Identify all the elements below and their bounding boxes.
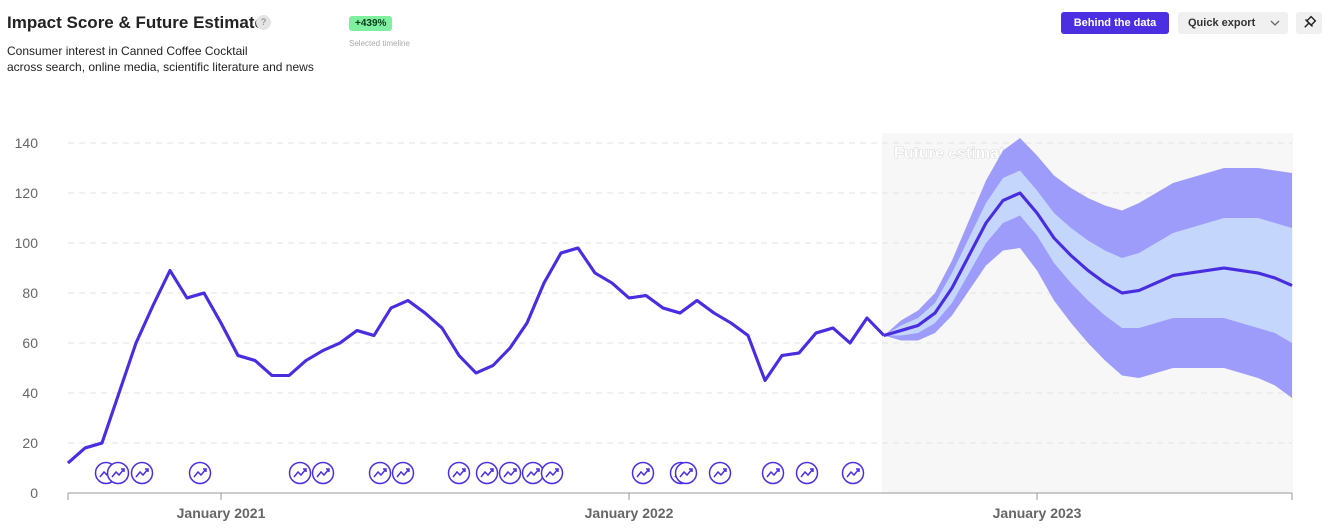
event-marker[interactable] [674,461,698,485]
event-marker[interactable] [130,461,154,485]
quick-export-button[interactable]: Quick export [1178,12,1288,34]
event-marker[interactable] [106,461,130,485]
event-marker[interactable] [311,461,335,485]
y-tick-label: 80 [22,285,38,301]
line [67,246,886,465]
event-marker[interactable] [475,461,499,485]
button-label: Quick export [1188,17,1256,29]
event-markers [94,461,865,485]
title: Impact Score & Future Estimate [7,13,264,32]
subtitle: Consumer interest in Canned Coffee Cockt… [7,44,248,58]
chevron [1270,20,1280,26]
event-marker[interactable] [288,461,312,485]
help-icon[interactable]: ? [256,15,271,30]
event-marker[interactable] [841,461,865,485]
event-marker[interactable] [391,461,415,485]
y-tick-label: 100 [15,235,39,251]
event-marker[interactable] [708,461,732,485]
event-marker[interactable] [631,461,655,485]
event-marker[interactable] [795,461,819,485]
event-marker[interactable] [761,461,785,485]
growth-badge: +439% [349,16,393,31]
forecast-annotation: Future estimate [894,145,1013,162]
y-tick-label: 60 [22,335,38,351]
y-tick-label: 20 [22,435,38,451]
x-tick-label: January 2022 [585,505,674,521]
event-marker[interactable] [368,461,392,485]
line [883,191,1293,337]
subtitle: across search, online media, scientific … [7,60,314,74]
badge-caption: Selected timeline [349,39,410,48]
event-marker[interactable] [498,461,522,485]
event-marker[interactable] [540,461,564,485]
y-tick-label: 120 [15,185,39,201]
y-tick-label: 140 [15,135,39,151]
y-tick-label: 0 [30,485,38,501]
x-tick-label: January 2023 [993,505,1082,521]
event-marker[interactable] [521,461,545,485]
y-tick-label: 40 [22,385,38,401]
behind-data-button[interactable]: Behind the data [1061,12,1169,34]
forecast-inner-band [884,170,1292,343]
event-marker[interactable] [188,461,212,485]
x-tick-label: January 2021 [177,505,266,521]
pin-icon [1304,15,1317,28]
pin-button[interactable] [1296,12,1322,34]
event-marker[interactable] [447,461,471,485]
